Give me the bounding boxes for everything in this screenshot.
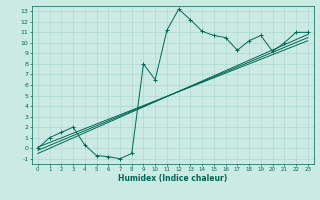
X-axis label: Humidex (Indice chaleur): Humidex (Indice chaleur) [118, 174, 228, 183]
